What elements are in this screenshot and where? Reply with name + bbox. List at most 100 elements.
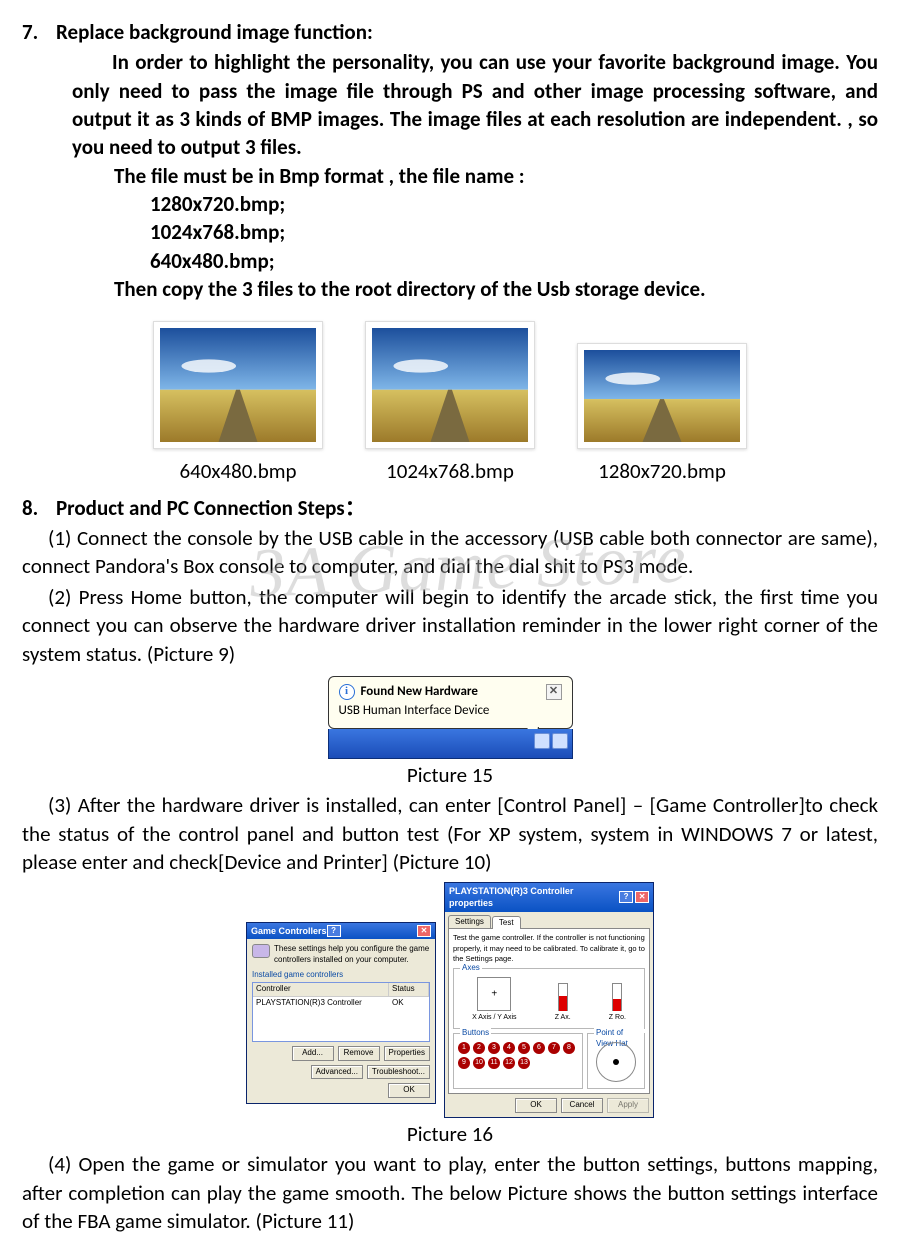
- info-icon: i: [339, 684, 355, 700]
- pad-button: 7: [548, 1042, 560, 1054]
- thumb-caption-2: 1024x768.bmp: [365, 457, 535, 485]
- balloon-subtitle: USB Human Interface Device: [339, 702, 562, 720]
- joystick-icon: [252, 944, 270, 958]
- pad-button: 6: [533, 1042, 545, 1054]
- axis-z-label: Z Ax.: [555, 1013, 571, 1022]
- pad-button: 1: [458, 1042, 470, 1054]
- prop-title: PLAYSTATION(R)3 Controller properties: [449, 885, 619, 909]
- gc-col-status: Status: [389, 983, 429, 996]
- gc-add-button[interactable]: Add...: [292, 1046, 334, 1061]
- controller-properties-dialog: PLAYSTATION(R)3 Controller properties ? …: [444, 882, 654, 1118]
- tab-test[interactable]: Test: [492, 916, 521, 930]
- thumb-image-2: [365, 321, 535, 449]
- thumbnails-row: 640x480.bmp 1024x768.bmp 1280x720.bmp: [22, 321, 878, 485]
- section-8-title: Product and PC Connection Steps：: [56, 494, 366, 522]
- gc-group-label: Installed game controllers: [252, 970, 430, 981]
- gc-titlebar: Game Controllers ? ✕: [247, 923, 435, 939]
- axis-zr-label: Z Ro.: [609, 1013, 626, 1022]
- pad-button: 13: [518, 1057, 530, 1069]
- balloon-body: i Found New Hardware ✕ USB Human Interfa…: [328, 676, 573, 729]
- thumb-caption-1: 640x480.bmp: [153, 457, 323, 485]
- found-new-hardware-balloon: i Found New Hardware ✕ USB Human Interfa…: [328, 676, 573, 759]
- prop-ok-button[interactable]: OK: [515, 1098, 557, 1113]
- pad-button: 10: [473, 1057, 485, 1069]
- thumb-caption-3: 1280x720.bmp: [577, 457, 747, 485]
- pad-button: 11: [488, 1057, 500, 1069]
- step-3: (3) After the hardware driver is install…: [22, 791, 878, 876]
- section-8-number: 8.: [22, 494, 56, 522]
- pad-button: 9: [458, 1057, 470, 1069]
- section-7-file2: 1024x768.bmp;: [22, 218, 878, 246]
- prop-close-button[interactable]: ✕: [635, 891, 649, 903]
- section-7-heading: 7. Replace background image function:: [22, 18, 878, 46]
- gc-col-controller: Controller: [253, 983, 389, 996]
- gc-title: Game Controllers: [251, 925, 327, 937]
- prop-help-button[interactable]: ?: [619, 891, 633, 903]
- gc-properties-button[interactable]: Properties: [384, 1046, 430, 1061]
- gc-close-button[interactable]: ✕: [417, 925, 431, 937]
- axis-z: Z Ax.: [555, 983, 571, 1022]
- pad-button: 3: [488, 1042, 500, 1054]
- pad-button: 12: [503, 1057, 515, 1069]
- gc-troubleshoot-button[interactable]: Troubleshoot...: [367, 1065, 430, 1080]
- pad-button: 4: [503, 1042, 515, 1054]
- thumb-1024x768: 1024x768.bmp: [365, 321, 535, 485]
- buttons-fieldset: Buttons 12345678910111213: [453, 1033, 583, 1089]
- tray-icon[interactable]: [534, 733, 550, 749]
- gc-ok-button[interactable]: OK: [388, 1083, 430, 1098]
- gc-row-status: OK: [389, 997, 429, 1010]
- picture-15-caption: Picture 15: [22, 761, 878, 789]
- dialogs-row: Game Controllers ? ✕ These settings help…: [22, 882, 878, 1118]
- axes-fieldset: Axes + X Axis / Y Axis Z Ax. Z Ro.: [453, 968, 645, 1029]
- balloon-close-button[interactable]: ✕: [546, 684, 562, 700]
- section-7-format-line: The file must be in Bmp format , the fil…: [22, 162, 878, 190]
- taskbar: [328, 729, 573, 759]
- gc-description-row: These settings help you configure the ga…: [252, 944, 430, 966]
- pad-button: 5: [518, 1042, 530, 1054]
- gc-row-controller: PLAYSTATION(R)3 Controller: [253, 997, 389, 1010]
- thumb-image-3: [577, 343, 747, 449]
- prop-cancel-button[interactable]: Cancel: [561, 1098, 603, 1113]
- step-4: (4) Open the game or simulator you want …: [22, 1150, 878, 1235]
- gc-description: These settings help you configure the ga…: [274, 944, 430, 966]
- pad-button: 8: [563, 1042, 575, 1054]
- pov-indicator: [596, 1042, 636, 1082]
- tab-settings[interactable]: Settings: [448, 915, 491, 929]
- axis-zr: Z Ro.: [609, 983, 626, 1022]
- thumb-1280x720: 1280x720.bmp: [577, 321, 747, 485]
- thumb-640x480: 640x480.bmp: [153, 321, 323, 485]
- gc-remove-button[interactable]: Remove: [338, 1046, 380, 1061]
- step-2: (2) Press Home button, the computer will…: [22, 583, 878, 668]
- section-7-then-line: Then copy the 3 files to the root direct…: [22, 275, 878, 303]
- section-8-heading: 8. Product and PC Connection Steps：: [22, 494, 878, 522]
- gc-advanced-button[interactable]: Advanced...: [311, 1065, 363, 1080]
- section-7-paragraph: In order to highlight the personality, y…: [22, 48, 878, 161]
- buttons-legend: Buttons: [460, 1028, 491, 1039]
- prop-instructions: Test the game controller. If the control…: [453, 933, 645, 963]
- gc-help-button[interactable]: ?: [327, 925, 341, 937]
- prop-apply-button[interactable]: Apply: [607, 1098, 649, 1113]
- section-7-title: Replace background image function:: [56, 18, 373, 46]
- gc-list[interactable]: Controller Status PLAYSTATION(R)3 Contro…: [252, 982, 430, 1042]
- prop-tab-panel: Test the game controller. If the control…: [448, 928, 650, 1094]
- section-7-file3: 640x480.bmp;: [22, 247, 878, 275]
- crosshair-icon: +: [491, 987, 497, 1001]
- gc-list-header: Controller Status: [253, 983, 429, 997]
- prop-tabs: Settings Test: [445, 912, 653, 929]
- section-7-file1: 1280x720.bmp;: [22, 190, 878, 218]
- system-tray: [534, 733, 568, 749]
- axis-xy: + X Axis / Y Axis: [472, 977, 517, 1022]
- thumb-image-1: [153, 321, 323, 449]
- axes-legend: Axes: [460, 963, 482, 974]
- picture-16-caption: Picture 16: [22, 1120, 878, 1148]
- balloon-title: Found New Hardware: [361, 683, 478, 701]
- tray-icon[interactable]: [552, 733, 568, 749]
- prop-titlebar: PLAYSTATION(R)3 Controller properties ? …: [445, 883, 653, 911]
- pad-buttons-grid: 12345678910111213: [458, 1042, 578, 1069]
- gc-list-row[interactable]: PLAYSTATION(R)3 Controller OK: [253, 997, 429, 1010]
- section-7-number: 7.: [22, 18, 56, 46]
- pov-fieldset: Point of View Hat: [587, 1033, 645, 1089]
- pad-button: 2: [473, 1042, 485, 1054]
- axis-xy-label: X Axis / Y Axis: [472, 1013, 517, 1022]
- step-1: (1) Connect the console by the USB cable…: [22, 524, 878, 581]
